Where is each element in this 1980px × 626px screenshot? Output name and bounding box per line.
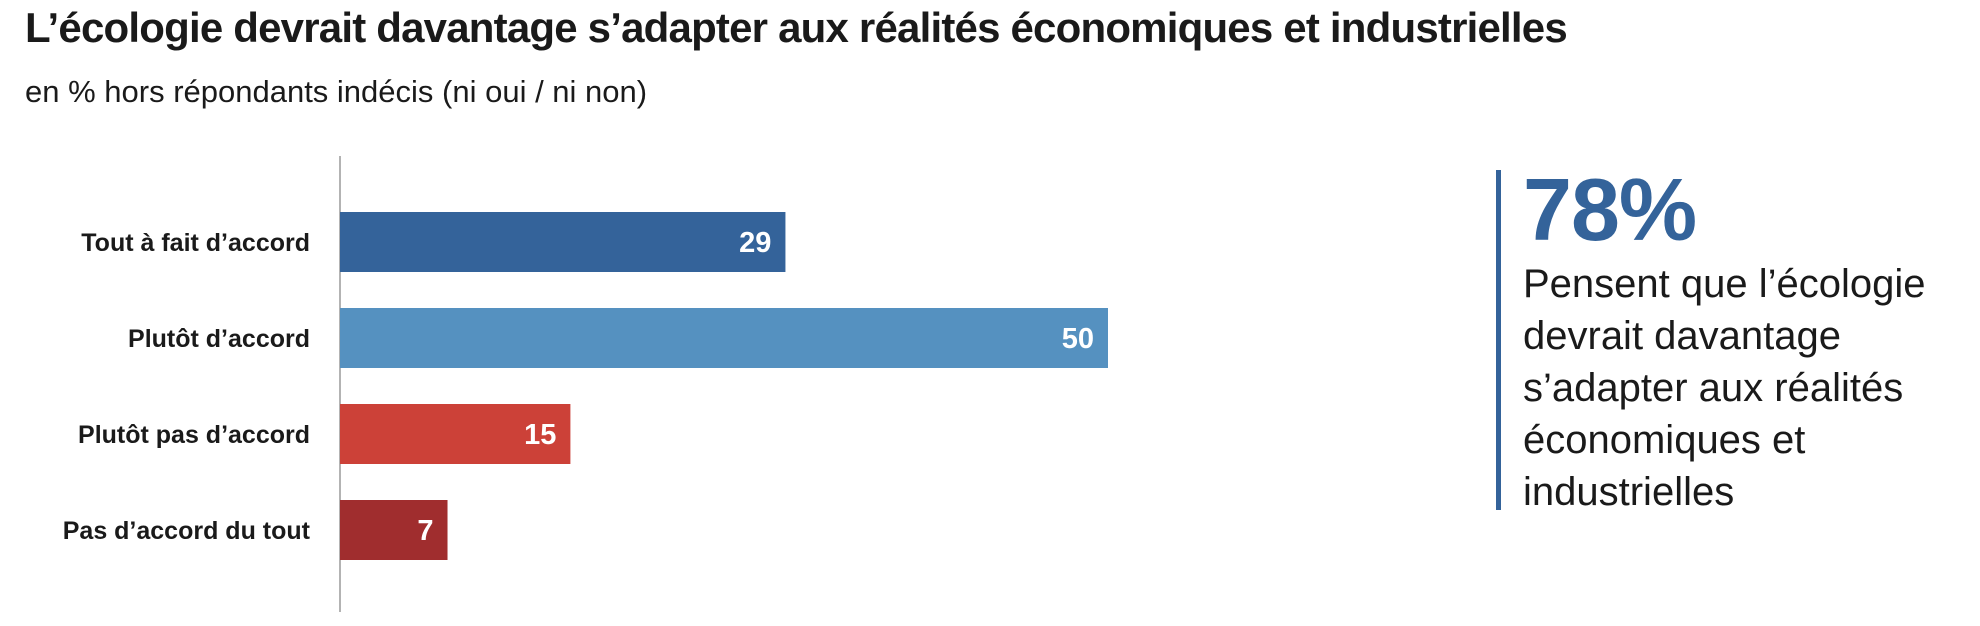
category-label-3: Pas d’accord du tout bbox=[63, 517, 311, 545]
category-label-1: Plutôt d’accord bbox=[128, 325, 310, 353]
bar-3 bbox=[340, 500, 448, 560]
category-label-2: Plutôt pas d’accord bbox=[78, 421, 310, 449]
value-label-3: 7 bbox=[417, 515, 433, 547]
bars-group: Tout à fait d’accord 29 Plutôt d’accord 50 P… bbox=[63, 212, 1108, 560]
bar-2 bbox=[340, 404, 571, 464]
bar-1 bbox=[340, 308, 1108, 368]
value-label-1: 50 bbox=[1062, 323, 1094, 355]
value-label-2: 15 bbox=[524, 419, 556, 451]
callout-box: 78% Pensent que l’écologie devrait davan… bbox=[1496, 166, 1980, 514]
bar-0 bbox=[340, 212, 786, 272]
chart-subtitle: en % hors répondants indécis (ni oui / n… bbox=[25, 74, 648, 109]
callout-value: 78% bbox=[1523, 160, 1697, 259]
chart-title: L’écologie devrait davantage s’adapter a… bbox=[25, 4, 1568, 51]
callout-text: Pensent que l’écologie devrait davantage… bbox=[1523, 262, 1926, 514]
value-label-0: 29 bbox=[739, 227, 771, 259]
bar-chart: Tout à fait d’accord 29 Plutôt d’accord 50 P… bbox=[63, 156, 1108, 612]
category-label-0: Tout à fait d’accord bbox=[81, 229, 310, 257]
